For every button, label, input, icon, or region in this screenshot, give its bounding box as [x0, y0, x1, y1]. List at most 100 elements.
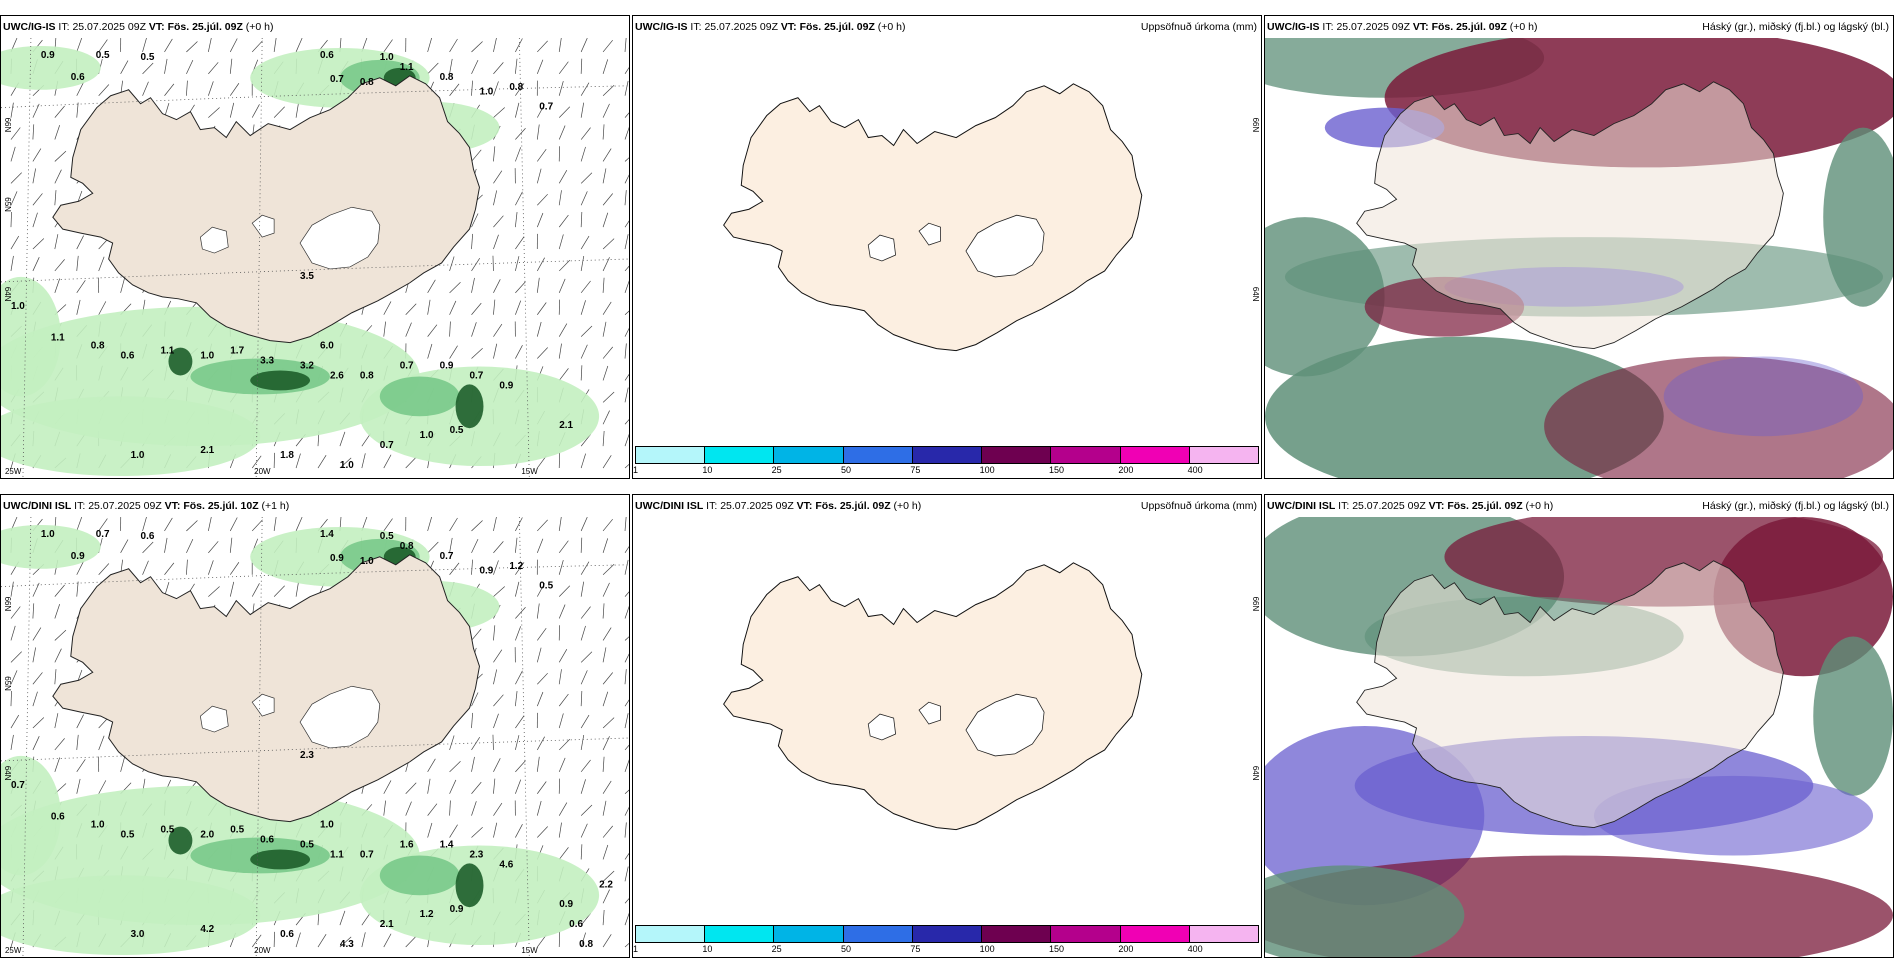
legend-label: 400 — [1187, 465, 1203, 475]
it-label: IT: — [1338, 500, 1350, 512]
precip-value: 0.7 — [400, 361, 414, 372]
precip-value: 1.0 — [41, 529, 55, 540]
legend-label: 200 — [1118, 944, 1134, 954]
lat-label: 66N — [1251, 597, 1260, 612]
lat-label: 66N — [3, 118, 12, 133]
glacier — [965, 214, 1045, 278]
legend-swatch — [636, 926, 706, 942]
legend-label: 100 — [979, 465, 995, 475]
precip-value: 0.9 — [479, 566, 493, 577]
precip-value: 1.1 — [160, 346, 174, 357]
legend-label: 75 — [910, 944, 921, 954]
lead-time: (+0 h) — [1525, 500, 1554, 512]
cloud-panel-1: UWC/IG-IS IT: 25.07.2025 09Z VT: Fös. 25… — [1264, 15, 1894, 479]
precip-value: 0.6 — [51, 812, 65, 823]
vt-value: Fös. 25.júl. 09Z — [1431, 21, 1507, 33]
lat-label: 64N — [3, 287, 12, 302]
model-name: UWC/IG-IS — [1267, 21, 1320, 33]
panel-header: UWC/DINI ISL IT: 25.07.2025 09Z VT: Fös.… — [633, 495, 1261, 517]
precip-value: 1.0 — [11, 301, 25, 312]
precip-value: 1.0 — [131, 450, 145, 461]
precip-value: 0.8 — [360, 77, 374, 88]
glacier — [199, 705, 229, 733]
lon-label: 20W — [254, 467, 271, 476]
lat-label: 65N — [3, 676, 12, 691]
precip-value: 3.5 — [300, 271, 314, 282]
precip-value: 0.6 — [121, 351, 135, 362]
model-name: UWC/IG-IS — [635, 21, 688, 33]
precip-value: 0.5 — [539, 581, 553, 592]
legend-label: 400 — [1187, 944, 1203, 954]
glacier — [918, 701, 941, 725]
precip-value: 0.7 — [470, 370, 484, 381]
legend-swatch — [912, 926, 983, 942]
precip-value: 3.2 — [300, 361, 314, 372]
precip-value: 1.1 — [51, 333, 65, 344]
accum-precip-panel-1: UWC/IG-IS IT: 25.07.2025 09Z VT: Fös. 25… — [632, 15, 1262, 479]
vt-value: Fös. 25.júl. 09Z — [1447, 500, 1523, 512]
graticule — [1, 517, 629, 957]
legend-label: 1 — [633, 465, 639, 475]
glacier — [251, 693, 275, 717]
accum-precip-panel-2: UWC/DINI ISL IT: 25.07.2025 09Z VT: Fös.… — [632, 494, 1262, 958]
glacier — [251, 214, 275, 238]
lead-time: (+0 h) — [245, 21, 274, 33]
it-value: 25.07.2025 09Z — [72, 21, 146, 33]
accum-map: 66N 64N — [723, 562, 1260, 831]
precip-value: 0.7 — [96, 529, 110, 540]
panel-title: Uppsöfnuð úrkoma (mm) — [1140, 21, 1257, 33]
precip-value: 1.0 — [340, 460, 354, 471]
precip-value: 1.2 — [420, 909, 434, 920]
precip-value: 0.8 — [440, 72, 454, 83]
precip-value: 0.5 — [96, 50, 110, 61]
legend-swatch — [982, 926, 1052, 942]
precip-value: 0.7 — [380, 440, 394, 451]
map-area — [1265, 38, 1893, 478]
precip-value: 2.1 — [200, 445, 214, 456]
it-value: 25.07.2025 09Z — [720, 500, 794, 512]
panel-header: UWC/DINI ISL IT: 25.07.2025 09Z VT: Fös.… — [1, 495, 629, 517]
precip-value: 0.5 — [450, 425, 464, 436]
map-area: 66N 64N 65N 25W 20W 15W 0.9 0.6 0.5 0.5 0.6 1.0 0.7 0… — [1, 38, 629, 478]
lat-label: 66N — [3, 597, 12, 612]
legend-label: 1 — [633, 944, 639, 954]
legend-swatch — [1120, 447, 1190, 463]
color-legend: 1 10 25 50 75 100 150 200 400 — [633, 446, 1259, 476]
glacier — [965, 693, 1045, 757]
accum-map: 66N 64N — [723, 83, 1260, 352]
vt-label: VT: — [1428, 500, 1445, 512]
lon-label: 15W — [521, 946, 538, 955]
model-name: UWC/DINI ISL — [1267, 500, 1336, 512]
precip-value: 0.5 — [160, 825, 174, 836]
precip-value: 0.9 — [41, 50, 55, 61]
cloud-map — [1265, 517, 1893, 957]
lon-label: 25W — [5, 946, 22, 955]
precip-value: 0.6 — [280, 929, 294, 940]
legend-label: 25 — [771, 944, 782, 954]
legend-swatch — [912, 447, 983, 463]
legend-swatch — [1051, 926, 1121, 942]
precip-value: 1.2 — [509, 561, 523, 572]
vt-label: VT: — [1412, 21, 1429, 33]
precip-value: 4.6 — [499, 859, 513, 870]
precip-value: 0.7 — [440, 551, 454, 562]
precip-value: 2.0 — [200, 830, 214, 841]
legend-label: 150 — [1049, 465, 1065, 475]
precip-value: 0.9 — [71, 551, 85, 562]
precip-values: 1.0 0.9 0.7 0.6 1.4 0.5 0.9 1.0 0.8 0.7 0.9 1.2 0.5 0… — [11, 529, 613, 950]
legend-label: 50 — [841, 465, 852, 475]
precip-value: 0.5 — [380, 531, 394, 542]
precip-value: 1.4 — [440, 840, 454, 851]
glacier — [918, 222, 941, 246]
precip-value: 0.5 — [230, 825, 244, 836]
vt-label: VT: — [164, 500, 181, 512]
precip-value: 1.6 — [400, 840, 414, 851]
legend-swatch — [1120, 926, 1190, 942]
legend-swatch — [705, 447, 775, 463]
precip-value: 1.0 — [200, 351, 214, 362]
color-legend: 1 10 25 50 75 100 150 200 400 — [633, 925, 1259, 955]
legend-label: 50 — [841, 944, 852, 954]
lead-time: (+0 h) — [1509, 21, 1538, 33]
precip-value: 1.1 — [400, 62, 414, 73]
